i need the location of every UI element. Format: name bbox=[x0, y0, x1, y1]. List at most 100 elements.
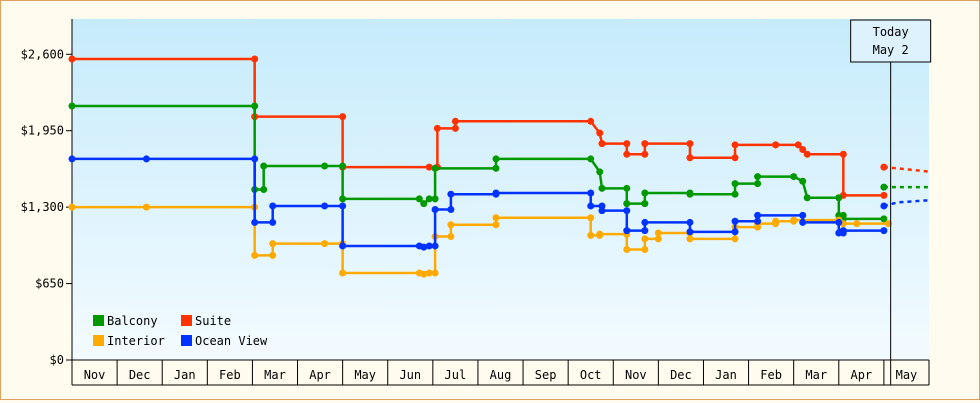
data-point bbox=[794, 141, 802, 149]
data-point bbox=[339, 162, 347, 170]
data-point bbox=[260, 186, 268, 193]
month-label: Jan bbox=[174, 368, 196, 382]
data-point bbox=[641, 218, 649, 226]
data-point bbox=[884, 220, 892, 228]
data-point bbox=[686, 235, 694, 243]
data-point bbox=[68, 102, 76, 110]
data-point bbox=[420, 243, 428, 251]
x-axis: Nov Dec Jan Feb Mar Apr May Jun Jul Aug Sep Oct Nov D… bbox=[71, 359, 930, 386]
series-ocean-view bbox=[68, 155, 932, 251]
series-layer bbox=[68, 55, 932, 278]
data-point bbox=[754, 211, 762, 219]
data-point bbox=[269, 240, 277, 248]
data-point bbox=[598, 207, 606, 215]
data-point bbox=[623, 150, 631, 158]
data-point bbox=[431, 195, 439, 203]
data-point bbox=[654, 229, 662, 237]
data-point bbox=[447, 205, 455, 213]
data-point bbox=[880, 191, 888, 199]
legend-swatch bbox=[181, 315, 192, 326]
data-point bbox=[790, 216, 798, 224]
data-point bbox=[321, 240, 329, 248]
data-point bbox=[451, 117, 459, 125]
data-point bbox=[803, 194, 811, 202]
y-tick-label: $650 bbox=[35, 277, 64, 291]
data-point bbox=[754, 173, 762, 181]
data-point bbox=[731, 180, 739, 188]
month-label: Dec bbox=[129, 368, 151, 382]
data-point bbox=[641, 189, 649, 197]
today-date: May 2 bbox=[873, 43, 909, 57]
data-point bbox=[596, 230, 604, 238]
data-point bbox=[641, 200, 649, 208]
data-point bbox=[425, 269, 433, 277]
plot-area bbox=[72, 19, 929, 360]
data-point bbox=[260, 162, 268, 170]
legend-label: Suite bbox=[195, 314, 231, 328]
data-point bbox=[447, 233, 455, 241]
data-point bbox=[880, 202, 888, 210]
data-point bbox=[623, 227, 631, 235]
month-label: Nov bbox=[625, 368, 647, 382]
data-point bbox=[492, 164, 500, 172]
data-point bbox=[587, 189, 595, 197]
data-point bbox=[641, 227, 649, 235]
data-point bbox=[686, 140, 694, 148]
data-point bbox=[799, 218, 807, 226]
data-point bbox=[587, 117, 595, 125]
legend-label: Interior bbox=[107, 334, 165, 348]
data-point bbox=[68, 55, 76, 63]
month-label: Mar bbox=[805, 368, 827, 382]
data-point bbox=[587, 231, 595, 239]
data-point bbox=[623, 200, 631, 208]
data-point bbox=[799, 177, 807, 185]
data-point bbox=[339, 269, 347, 277]
data-point bbox=[431, 269, 439, 277]
data-point bbox=[415, 195, 423, 203]
data-point bbox=[839, 150, 847, 158]
data-point bbox=[880, 215, 888, 223]
data-point bbox=[686, 190, 694, 198]
data-point bbox=[251, 218, 259, 226]
data-point bbox=[269, 202, 277, 210]
data-point bbox=[339, 195, 347, 203]
data-point bbox=[339, 202, 347, 210]
data-point bbox=[799, 211, 807, 219]
data-point bbox=[447, 221, 455, 229]
data-point bbox=[623, 140, 631, 148]
month-label: May bbox=[896, 368, 918, 382]
data-point bbox=[835, 194, 843, 202]
y-tick-label: $0 bbox=[50, 353, 64, 367]
data-point bbox=[731, 141, 739, 149]
series-suite bbox=[68, 55, 932, 199]
today-label: Today bbox=[873, 25, 909, 39]
data-point bbox=[269, 251, 277, 259]
data-point bbox=[839, 227, 847, 235]
data-point bbox=[492, 214, 500, 222]
data-point bbox=[731, 190, 739, 198]
data-point bbox=[433, 124, 441, 132]
data-point bbox=[251, 102, 259, 110]
y-tick-label: $1,300 bbox=[21, 200, 64, 214]
data-point bbox=[251, 55, 259, 63]
data-point bbox=[641, 150, 649, 158]
data-point bbox=[596, 168, 604, 176]
data-point bbox=[492, 155, 500, 163]
legend-swatch bbox=[93, 315, 104, 326]
data-point bbox=[654, 235, 662, 243]
data-point bbox=[447, 190, 455, 198]
data-point bbox=[339, 242, 347, 250]
data-point bbox=[835, 218, 843, 226]
today-box bbox=[850, 19, 932, 63]
data-point bbox=[880, 183, 888, 191]
data-point bbox=[142, 203, 150, 211]
data-point bbox=[731, 154, 739, 162]
data-point bbox=[623, 184, 631, 192]
month-label: Dec bbox=[670, 368, 692, 382]
data-point bbox=[68, 203, 76, 211]
data-point bbox=[492, 189, 500, 197]
data-point bbox=[587, 214, 595, 222]
data-point bbox=[754, 180, 762, 188]
data-point bbox=[420, 200, 428, 208]
